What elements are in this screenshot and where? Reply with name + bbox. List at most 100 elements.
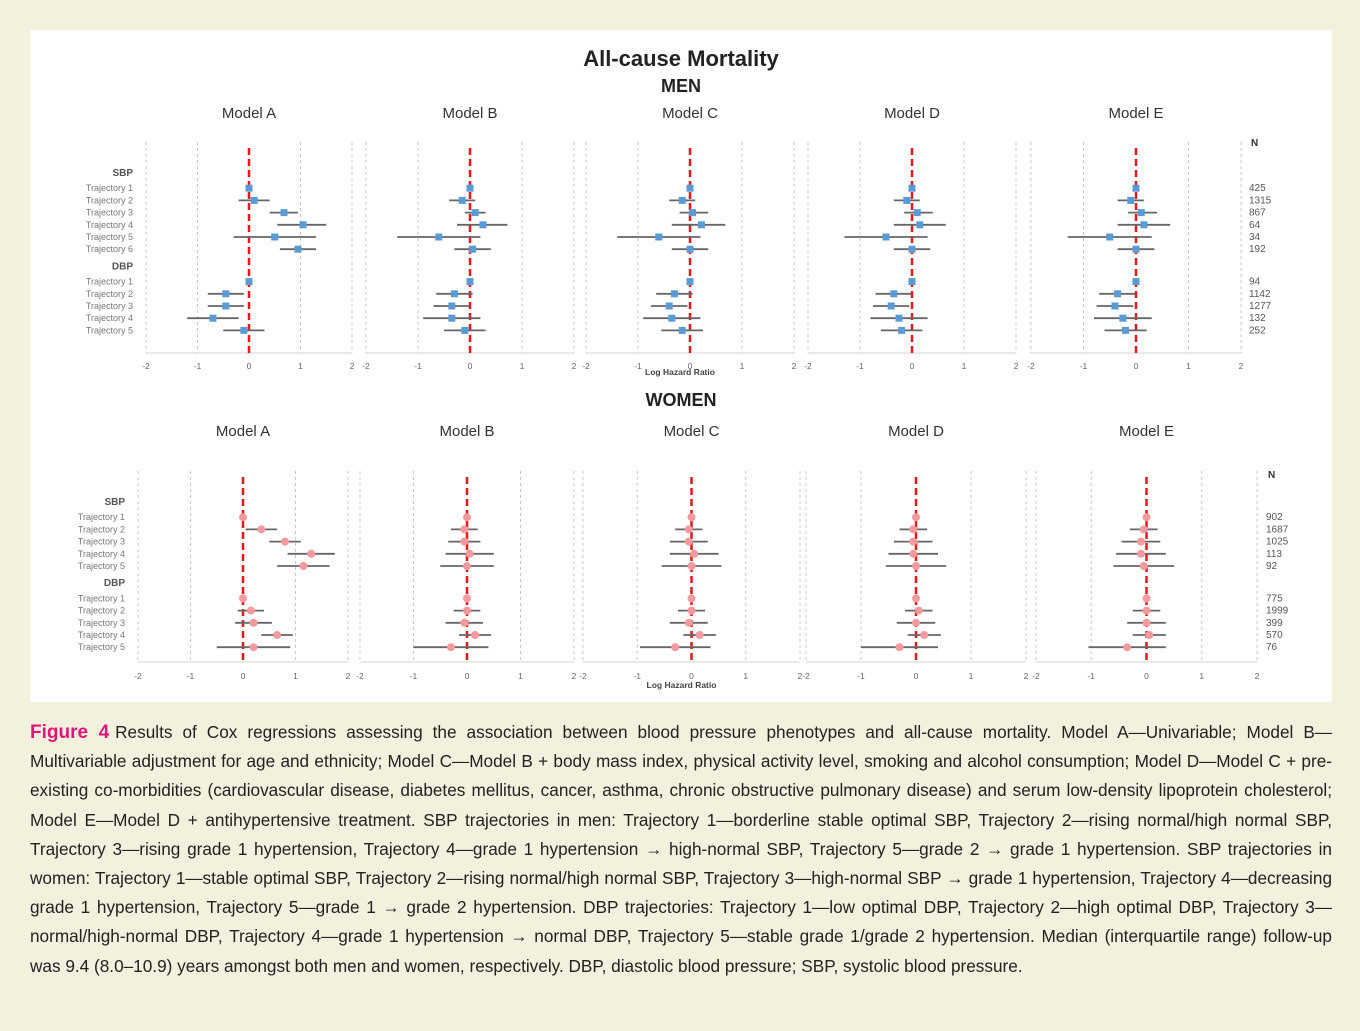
- men-tick-label: 0: [688, 361, 693, 371]
- women-point-estimate: [1142, 606, 1151, 615]
- women-tick-label: -1: [857, 671, 865, 681]
- women-point-estimate: [1139, 562, 1148, 570]
- men-tick-label: 1: [740, 361, 745, 371]
- women-point-estimate: [1136, 549, 1145, 558]
- men-point-estimate: [1111, 302, 1119, 310]
- women-point-estimate: [912, 562, 920, 570]
- men-point-estimate: [280, 209, 288, 217]
- men-group-label-dbp: DBP: [112, 261, 133, 272]
- women-point-estimate: [895, 643, 904, 652]
- men-tick-label: 0: [247, 361, 252, 371]
- men-point-estimate: [898, 326, 906, 334]
- women-tick-label: 2: [1024, 671, 1029, 681]
- men-x-axis-label: Log Hazard Ratio: [645, 367, 715, 377]
- women-point-estimate: [463, 606, 471, 615]
- men-tick-label: 1: [520, 361, 525, 371]
- women-point-estimate: [249, 618, 258, 627]
- men-point-estimate: [479, 221, 487, 229]
- women-point-estimate: [687, 606, 696, 615]
- women-point-estimate: [246, 606, 255, 615]
- women-point-estimate: [460, 618, 469, 627]
- men-row-label: Trajectory 6: [86, 244, 133, 254]
- women-tick-label: -1: [633, 671, 641, 681]
- men-row-n: 867: [1249, 208, 1266, 219]
- women-row-n: 92: [1266, 561, 1278, 572]
- women-point-estimate: [465, 549, 474, 558]
- men-tick-label: -1: [634, 361, 642, 371]
- men-row-n: 1315: [1249, 195, 1272, 206]
- men-tick-label: 1: [1186, 361, 1191, 371]
- women-tick-label: 2: [1255, 671, 1260, 681]
- women-panel-title: WOMEN: [646, 390, 717, 410]
- men-row-n: 425: [1249, 183, 1266, 194]
- women-point-estimate: [909, 525, 918, 534]
- women-point-estimate: [684, 525, 693, 534]
- men-tick-label: 1: [962, 361, 967, 371]
- women-point-estimate: [684, 618, 693, 627]
- women-row-label: Trajectory 1: [78, 512, 125, 522]
- women-point-estimate: [239, 594, 247, 603]
- men-row-label: Trajectory 2: [86, 195, 133, 205]
- men-tick-label: 2: [1014, 361, 1019, 371]
- women-point-estimate: [471, 631, 480, 639]
- men-point-estimate: [908, 184, 916, 192]
- men-tick-label: -1: [194, 361, 202, 371]
- men-row-label: Trajectory 3: [86, 208, 133, 218]
- women-point-estimate: [690, 549, 699, 558]
- figure-panel: All-cause Mortality MEN N SBP Trajectory 1 4…: [30, 30, 1332, 702]
- women-point-estimate: [257, 525, 266, 534]
- women-tick-label: -2: [802, 671, 810, 681]
- women-tick-label: -2: [1032, 671, 1040, 681]
- women-x-axis-label: Log Hazard Ratio: [647, 680, 717, 690]
- women-row-n: 1025: [1266, 537, 1289, 548]
- men-point-estimate: [887, 302, 895, 310]
- caption-text: Results of Cox regressions assessing the…: [30, 722, 1332, 976]
- women-point-estimate: [909, 537, 918, 546]
- women-point-estimate: [1142, 618, 1151, 627]
- women-row-label: Trajectory 4: [78, 549, 125, 559]
- men-point-estimate: [1132, 184, 1140, 192]
- women-row-n: 570: [1266, 630, 1283, 641]
- men-row-n: 1277: [1249, 301, 1272, 312]
- women-point-estimate: [1142, 513, 1151, 522]
- women-row-n: 76: [1266, 642, 1278, 653]
- women-model-label: Model A: [216, 423, 270, 440]
- women-tick-label: 1: [518, 671, 523, 681]
- women-row-label: Trajectory 3: [78, 537, 125, 547]
- women-point-estimate: [912, 513, 920, 522]
- women-point-estimate: [1142, 594, 1151, 603]
- women-tick-label: 0: [1144, 671, 1149, 681]
- men-row-n: 94: [1249, 277, 1261, 288]
- men-point-estimate: [458, 196, 466, 204]
- women-row-n: 399: [1266, 618, 1283, 629]
- women-point-estimate: [273, 631, 282, 639]
- men-point-estimate: [686, 278, 694, 286]
- men-point-estimate: [668, 314, 676, 322]
- men-model-label: Model A: [222, 105, 276, 122]
- figure-caption: Figure 4 Results of Cox regressions asses…: [30, 718, 1332, 981]
- women-group-label-sbp: SBP: [104, 497, 125, 508]
- women-point-estimate: [1139, 525, 1148, 534]
- women-point-estimate: [684, 537, 693, 546]
- women-point-estimate: [239, 513, 247, 522]
- men-point-estimate: [448, 314, 456, 322]
- women-tick-label: 1: [1199, 671, 1204, 681]
- women-point-estimate: [446, 643, 455, 652]
- men-group-label-sbp: SBP: [112, 168, 133, 179]
- men-point-estimate: [222, 290, 230, 298]
- men-point-estimate: [245, 184, 253, 192]
- women-point-estimate: [463, 513, 471, 522]
- men-model-label: Model E: [1108, 105, 1163, 122]
- men-row-n: 252: [1249, 325, 1266, 336]
- men-point-estimate: [466, 184, 474, 192]
- men-point-estimate: [271, 233, 279, 241]
- men-tick-label: 2: [792, 361, 797, 371]
- women-row-label: Trajectory 2: [78, 524, 125, 534]
- women-point-estimate: [909, 549, 918, 558]
- women-point-estimate: [249, 643, 258, 652]
- women-point-estimate: [671, 643, 680, 652]
- men-point-estimate: [689, 209, 697, 217]
- men-point-estimate: [1122, 326, 1129, 334]
- men-point-estimate: [299, 221, 307, 229]
- men-point-estimate: [916, 221, 924, 229]
